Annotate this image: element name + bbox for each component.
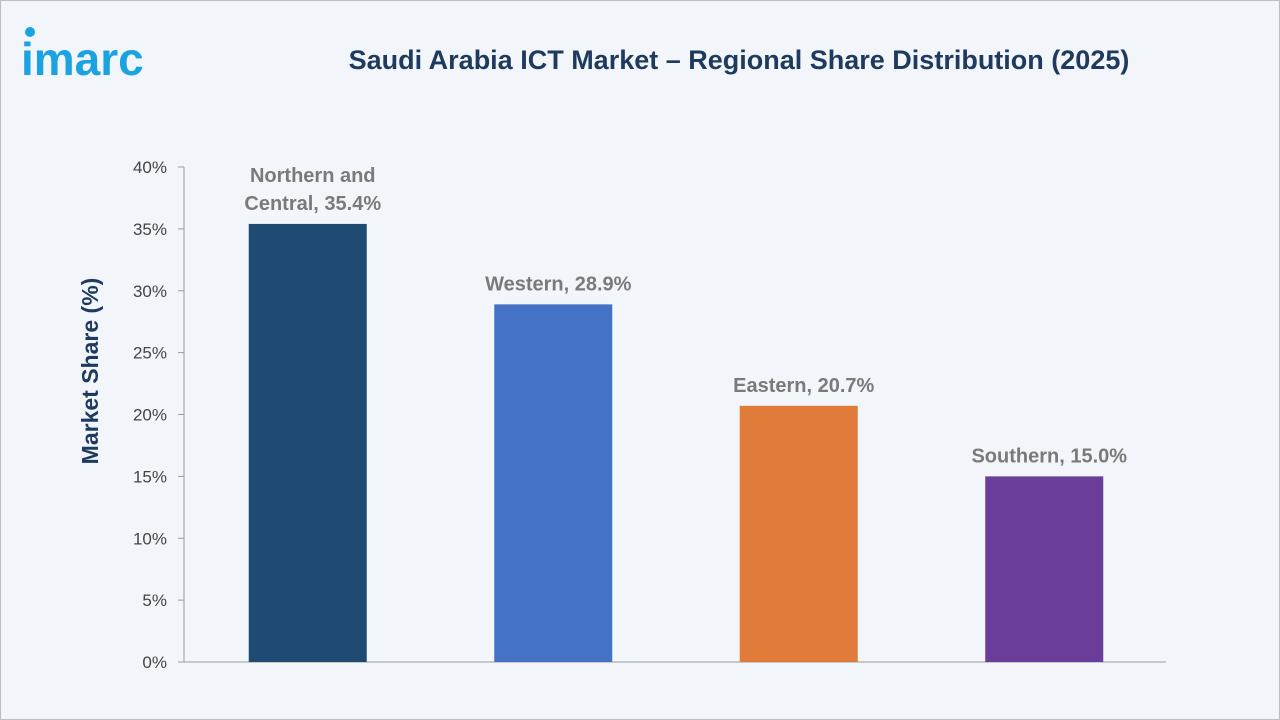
- logo-wordmark: imarc: [21, 33, 144, 85]
- y-tick-label: 40%: [133, 158, 167, 177]
- imarc-logo: imarc: [21, 27, 144, 85]
- logo-dot: [25, 27, 35, 37]
- y-tick-label: 10%: [133, 529, 167, 548]
- data-label: Northern and: [250, 165, 376, 187]
- data-label: Southern, 15.0%: [971, 445, 1127, 467]
- y-tick-label: 5%: [142, 591, 167, 610]
- chart-title: Saudi Arabia ICT Market – Regional Share…: [348, 45, 1130, 75]
- data-labels: Northern and Central, 35.4% Western, 28.9%…: [244, 165, 1127, 467]
- bar-eastern: [739, 405, 858, 662]
- bar-southern: [985, 476, 1104, 662]
- y-tick-label: 25%: [133, 344, 167, 363]
- data-label: Central, 35.4%: [244, 193, 381, 215]
- y-tick-label: 35%: [133, 220, 167, 239]
- y-tick-label: 20%: [133, 406, 167, 425]
- y-tick-label: 0%: [142, 653, 167, 672]
- bar-northern-and-central: [248, 223, 367, 663]
- bars: [248, 223, 1104, 663]
- axes: 0% 5% 10% 15% 20% 25% 30% 35% 40% Market Share (%…: [77, 158, 1166, 672]
- y-tick-label: 15%: [133, 467, 167, 486]
- y-tick-label: 30%: [133, 282, 167, 301]
- y-axis-label: Market Share (%): [77, 278, 103, 465]
- bar-western: [494, 304, 613, 662]
- data-label: Eastern, 20.7%: [733, 375, 874, 397]
- data-label: Western, 28.9%: [485, 273, 632, 295]
